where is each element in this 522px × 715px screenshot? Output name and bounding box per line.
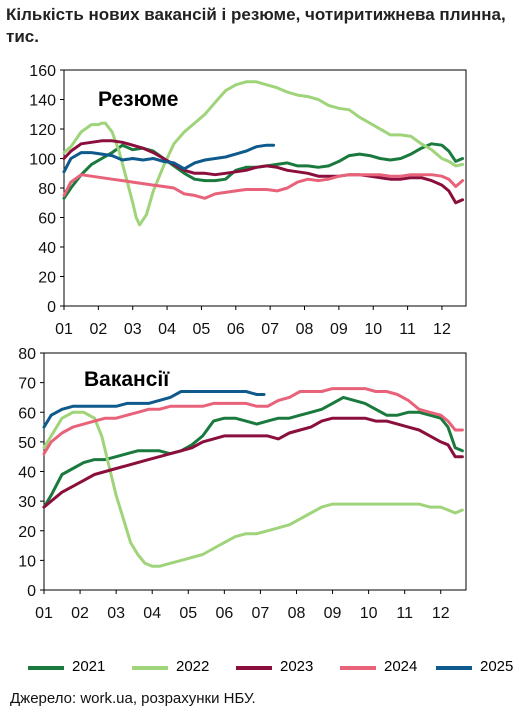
- y-tick-label-resumes: 80: [38, 181, 56, 198]
- y-tick-label-resumes: 0: [47, 299, 56, 316]
- panel-title-vacancies: Вакансії: [84, 368, 170, 391]
- x-tick-label-resumes: 08: [296, 321, 314, 338]
- y-tick-label-resumes: 20: [38, 270, 56, 287]
- x-tick-label-vacancies: 03: [107, 605, 125, 622]
- legend-label-2022: 2022: [176, 658, 210, 675]
- x-tick-label-resumes: 05: [193, 321, 211, 338]
- y-tick-label-vacancies: 60: [18, 405, 36, 422]
- y-tick-label-resumes: 100: [29, 152, 56, 169]
- x-tick-label-vacancies: 10: [360, 605, 378, 622]
- x-tick-label-resumes: 04: [158, 321, 176, 338]
- x-tick-label-vacancies: 11: [396, 605, 413, 622]
- x-tick-label-resumes: 09: [330, 321, 348, 338]
- legend-label-2025: 2025: [480, 658, 514, 675]
- legend-label-2024: 2024: [384, 658, 418, 675]
- x-tick-label-vacancies: 04: [143, 605, 161, 622]
- chart-title: Кількість нових вакансій і резюме, чотир…: [6, 5, 506, 46]
- x-tick-label-resumes: 06: [227, 321, 245, 338]
- series-line-vacancies-2023: [42, 416, 464, 509]
- x-tick-label-vacancies: 02: [71, 605, 89, 622]
- y-tick-label-vacancies: 70: [18, 376, 36, 393]
- x-tick-label-resumes: 11: [399, 321, 416, 338]
- y-tick-label-vacancies: 50: [18, 435, 36, 452]
- y-tick-label-vacancies: 20: [18, 524, 36, 541]
- legend-swatch-2025: [436, 666, 472, 670]
- series-line-resumes-2025: [62, 143, 276, 174]
- y-tick-label-vacancies: 40: [18, 465, 36, 482]
- legend-label-2023: 2023: [280, 658, 314, 675]
- legend-swatch-2023: [236, 666, 272, 670]
- x-tick-label-resumes: 10: [364, 321, 382, 338]
- series-line-resumes-2024: [62, 173, 465, 200]
- legend: 2021 2022 2023 2024 2025: [28, 657, 518, 679]
- y-tick-label-resumes: 60: [38, 211, 56, 228]
- legend-swatch-2022: [132, 666, 168, 670]
- x-tick-label-vacancies: 01: [35, 605, 53, 622]
- x-tick-label-vacancies: 12: [432, 605, 450, 622]
- legend-swatch-2021: [28, 666, 64, 670]
- x-tick-label-vacancies: 06: [215, 605, 233, 622]
- source-note: Джерело: work.ua, розрахунки НБУ.: [10, 690, 256, 707]
- x-tick-label-resumes: 01: [55, 321, 73, 338]
- x-tick-label-vacancies: 05: [179, 605, 197, 622]
- y-tick-label-resumes: 160: [29, 63, 56, 80]
- legend-swatch-2024: [340, 666, 376, 670]
- series-line-vacancies-2025: [42, 390, 266, 429]
- x-tick-label-vacancies: 08: [288, 605, 306, 622]
- series-line-resumes-2023: [62, 139, 465, 205]
- y-tick-label-vacancies: 30: [18, 494, 36, 511]
- x-tick-label-resumes: 12: [433, 321, 451, 338]
- y-tick-label-vacancies: 0: [27, 583, 36, 600]
- x-tick-label-vacancies: 07: [252, 605, 270, 622]
- legend-label-2021: 2021: [72, 658, 106, 675]
- panel-title-resumes: Резюме: [98, 88, 178, 111]
- y-tick-label-vacancies: 80: [18, 346, 36, 363]
- series-line-vacancies-2024: [42, 387, 464, 456]
- x-tick-label-resumes: 02: [89, 321, 107, 338]
- x-tick-label-vacancies: 09: [324, 605, 342, 622]
- y-tick-label-resumes: 120: [29, 122, 56, 139]
- x-tick-label-resumes: 07: [261, 321, 279, 338]
- y-tick-label-vacancies: 10: [18, 553, 36, 570]
- x-tick-label-resumes: 03: [124, 321, 142, 338]
- series-line-vacancies-2021: [42, 395, 464, 509]
- y-tick-label-resumes: 140: [29, 93, 56, 110]
- y-tick-label-resumes: 40: [38, 240, 56, 257]
